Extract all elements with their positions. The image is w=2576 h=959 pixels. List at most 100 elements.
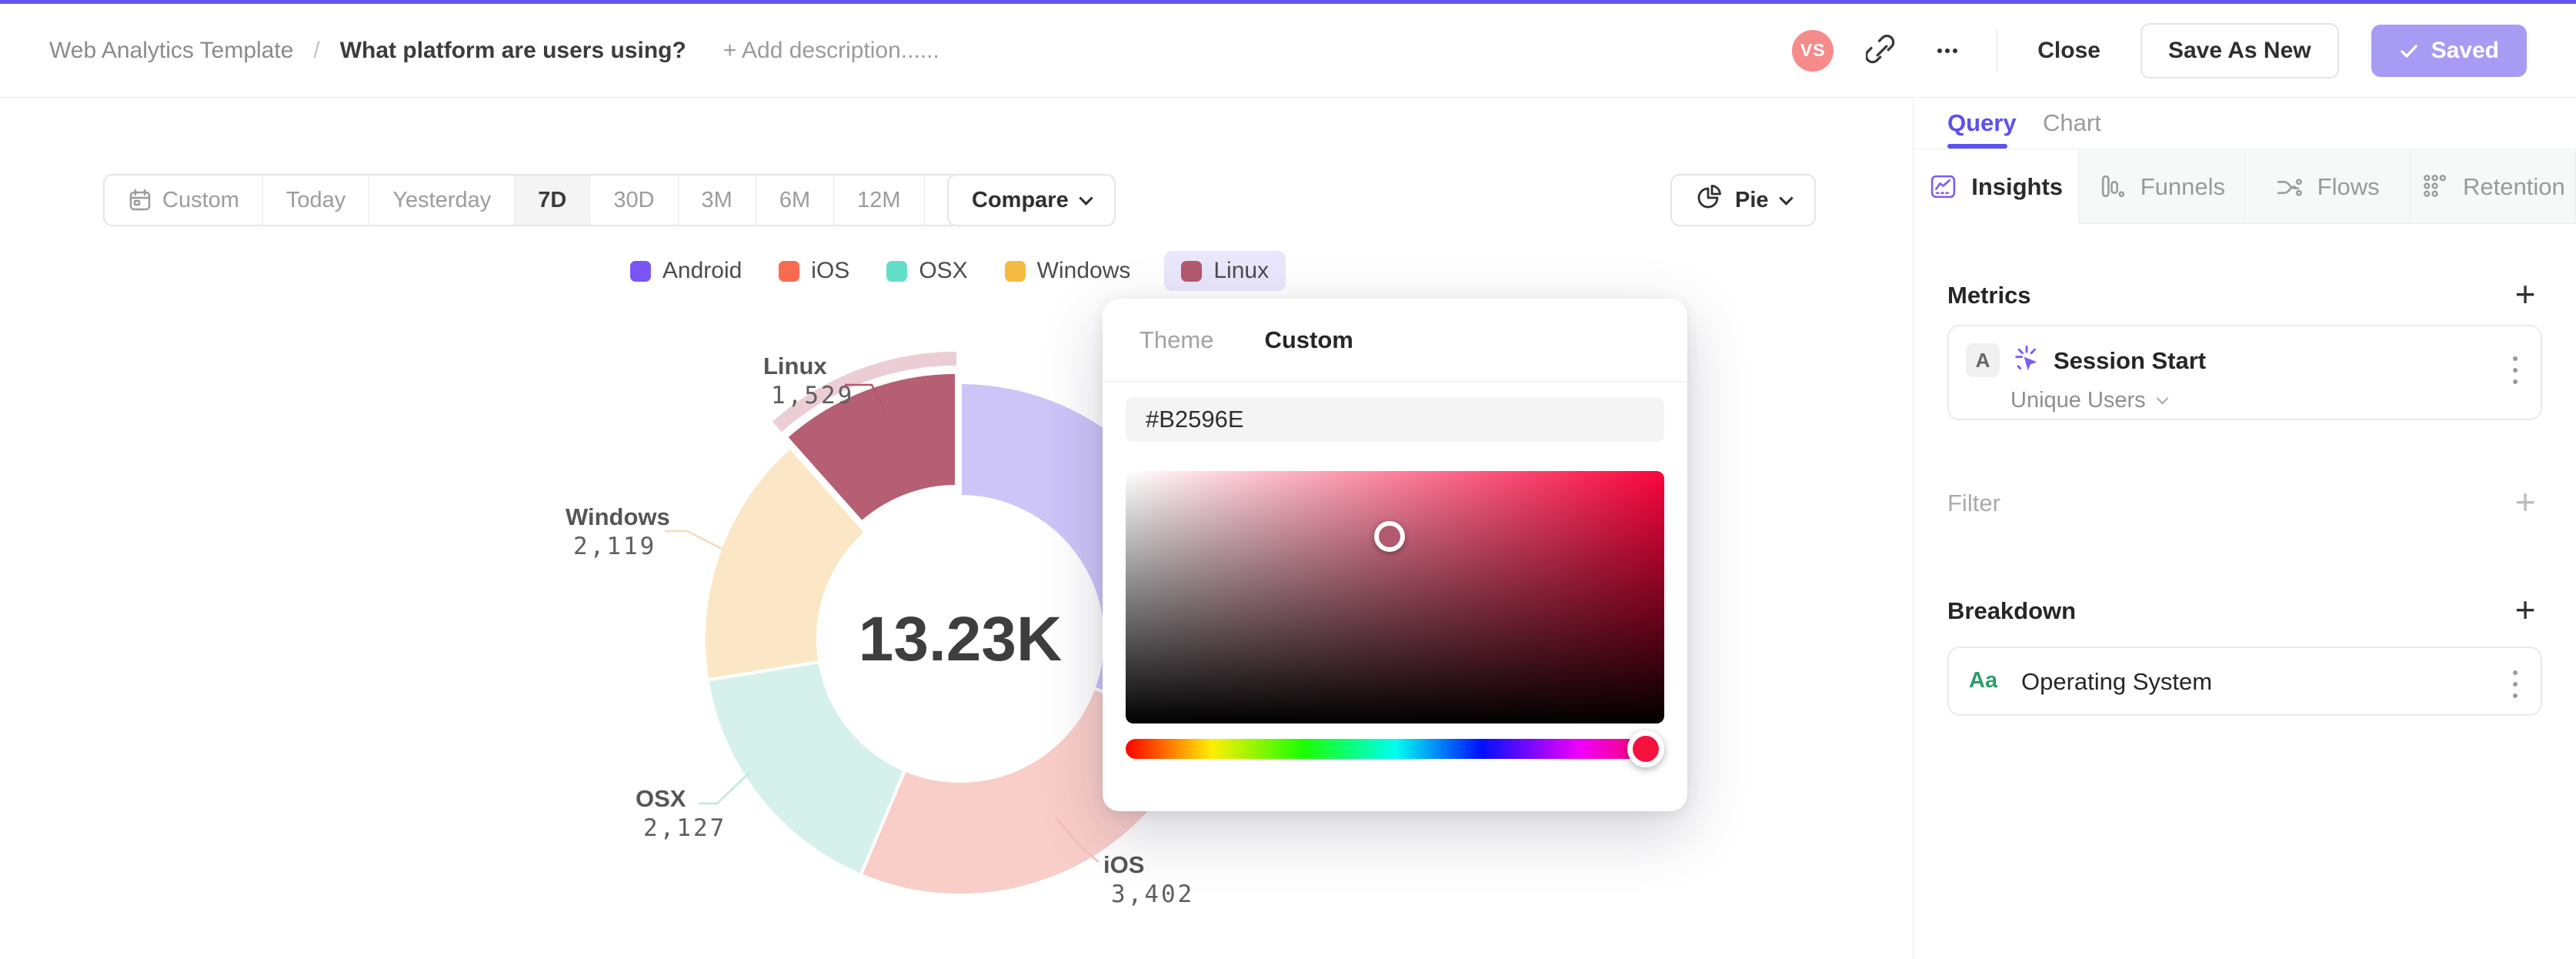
compare-button[interactable]: Compare	[947, 174, 1116, 226]
metric-menu-icon[interactable]	[2510, 353, 2521, 392]
save-as-new-button[interactable]: Save As New	[2140, 22, 2339, 79]
legend-item-ios[interactable]: iOS	[776, 251, 853, 291]
metric-aggregation-label: Unique Users	[2010, 388, 2146, 413]
legend-label: Android	[662, 258, 742, 283]
string-property-badge: Aa	[1969, 668, 1998, 693]
top-accent-bar	[0, 0, 2576, 4]
donut-slice-osx[interactable]	[706, 660, 907, 877]
legend-label: Windows	[1036, 258, 1131, 283]
saved-button[interactable]: Saved	[2371, 24, 2527, 77]
tab-query[interactable]: Query	[1947, 109, 2017, 136]
range-3m[interactable]: 3M	[677, 175, 756, 225]
tab-chart[interactable]: Chart	[2043, 109, 2101, 136]
legend-item-android[interactable]: Android	[627, 251, 745, 291]
avatar[interactable]: VS	[1792, 29, 1834, 72]
metric-aggregation-dropdown[interactable]: Unique Users	[2010, 388, 2168, 413]
range-label: 30D	[613, 187, 655, 212]
query-sidebar: Query Chart Insights Funnels Flows Retentio…	[1914, 99, 2576, 959]
range-30d[interactable]: 30D	[589, 175, 677, 225]
chart-legend: Android iOS OSX Windows Linux	[0, 249, 1913, 292]
range-12m[interactable]: 12M	[833, 175, 923, 225]
retention-icon	[2421, 172, 2449, 201]
funnels-icon	[2098, 172, 2127, 201]
hex-color-input[interactable]: #B2596E	[1126, 397, 1664, 442]
label-leader-line	[845, 383, 886, 410]
slice-label-name: Windows	[566, 503, 670, 530]
range-label: 3M	[701, 187, 732, 212]
close-button[interactable]: Close	[2037, 37, 2101, 63]
breakdown-card[interactable]: Aa Operating System	[1947, 647, 2542, 716]
mode-tab-retention[interactable]: Retention	[2410, 150, 2576, 224]
legend-item-osx[interactable]: OSX	[883, 251, 970, 291]
metric-card[interactable]: A Session Start Unique Users	[1947, 325, 2542, 420]
color-picker-tabs: Theme Custom	[1103, 299, 1687, 382]
tab-theme[interactable]: Theme	[1140, 326, 1214, 353]
hue-slider[interactable]	[1126, 739, 1664, 759]
legend-label: iOS	[811, 258, 850, 283]
donut-slice-linux[interactable]	[784, 370, 958, 525]
sidebar-tab-bar: Query Chart	[1914, 99, 2576, 149]
color-cursor[interactable]	[1374, 521, 1405, 553]
slice-label-value: 3,402	[1111, 880, 1194, 908]
metric-series-badge: A	[1966, 343, 2000, 377]
legend-label: OSX	[919, 258, 968, 283]
event-spark-icon	[2010, 343, 2043, 379]
breakdown-section-title: Breakdown	[1947, 597, 2077, 624]
legend-label: Linux	[1213, 258, 1270, 283]
label-leader-line	[1055, 817, 1099, 863]
breakdown-menu-icon[interactable]	[2510, 667, 2521, 706]
date-range-group: CustomTodayYesterday7D30D3M6M12MXTD	[103, 174, 1036, 226]
mode-tab-insights[interactable]: Insights	[1914, 150, 2080, 224]
flows-icon	[2275, 172, 2304, 201]
breadcrumb-separator: /	[313, 37, 320, 63]
legend-item-linux[interactable]: Linux	[1164, 251, 1286, 291]
slice-label-value: 1,529	[771, 382, 854, 409]
page-title[interactable]: What platform are users using?	[339, 37, 686, 63]
add-breakdown-button[interactable]: +	[2514, 590, 2536, 630]
mode-tab-label: Flows	[2317, 172, 2380, 200]
more-options-icon[interactable]	[1930, 34, 1964, 68]
slice-label-name: Linux	[763, 353, 827, 379]
donut-slice-windows[interactable]	[702, 445, 869, 682]
saturation-value-area[interactable]	[1126, 471, 1664, 723]
pie-chart-icon	[1695, 183, 1723, 217]
range-today[interactable]: Today	[262, 175, 369, 225]
range-yesterday[interactable]: Yesterday	[369, 175, 514, 225]
selected-slice-highlight-ring	[772, 351, 956, 433]
tab-query-indicator	[1947, 144, 2007, 149]
metric-name[interactable]: Session Start	[2054, 347, 2207, 374]
range-6m[interactable]: 6M	[755, 175, 833, 225]
add-description-button[interactable]: + Add description......	[722, 37, 939, 63]
tab-custom[interactable]: Custom	[1264, 326, 1353, 353]
breadcrumb-root[interactable]: Web Analytics Template	[49, 37, 294, 63]
range-custom[interactable]: Custom	[105, 175, 262, 225]
chevron-down-icon	[1778, 190, 1794, 206]
breakdown-name[interactable]: Operating System	[2021, 668, 2213, 695]
chevron-down-icon	[2156, 392, 2168, 405]
legend-swatch	[1004, 260, 1026, 282]
share-link-icon[interactable]	[1866, 34, 1898, 67]
legend-item-windows[interactable]: Windows	[1002, 251, 1134, 291]
chart-type-button[interactable]: Pie	[1670, 174, 1816, 226]
mode-tab-flows[interactable]: Flows	[2244, 150, 2411, 224]
range-label: 7D	[538, 187, 567, 212]
sidebar-divider	[1913, 99, 1914, 959]
add-filter-button[interactable]: +	[2514, 482, 2536, 522]
saved-label: Saved	[2431, 37, 2499, 63]
mode-tab-funnels[interactable]: Funnels	[2079, 150, 2245, 224]
metrics-section-title: Metrics	[1947, 282, 2031, 309]
header-actions: VS Close Save As New Saved	[1792, 22, 2527, 79]
add-metric-button[interactable]: +	[2514, 274, 2536, 314]
range-7d[interactable]: 7D	[514, 175, 590, 225]
analysis-mode-tabs: Insights Funnels Flows Retention	[1914, 150, 2576, 224]
slice-label-name: OSX	[636, 785, 686, 812]
compare-label: Compare	[972, 187, 1069, 212]
mode-tab-label: Retention	[2463, 172, 2565, 200]
slice-label-name: iOS	[1103, 851, 1144, 878]
chart-type-label: Pie	[1735, 187, 1769, 212]
hue-slider-handle[interactable]	[1627, 730, 1664, 767]
label-leader-line	[665, 530, 724, 551]
range-label: Today	[285, 187, 346, 212]
filter-section-title: Filter	[1947, 490, 2000, 516]
